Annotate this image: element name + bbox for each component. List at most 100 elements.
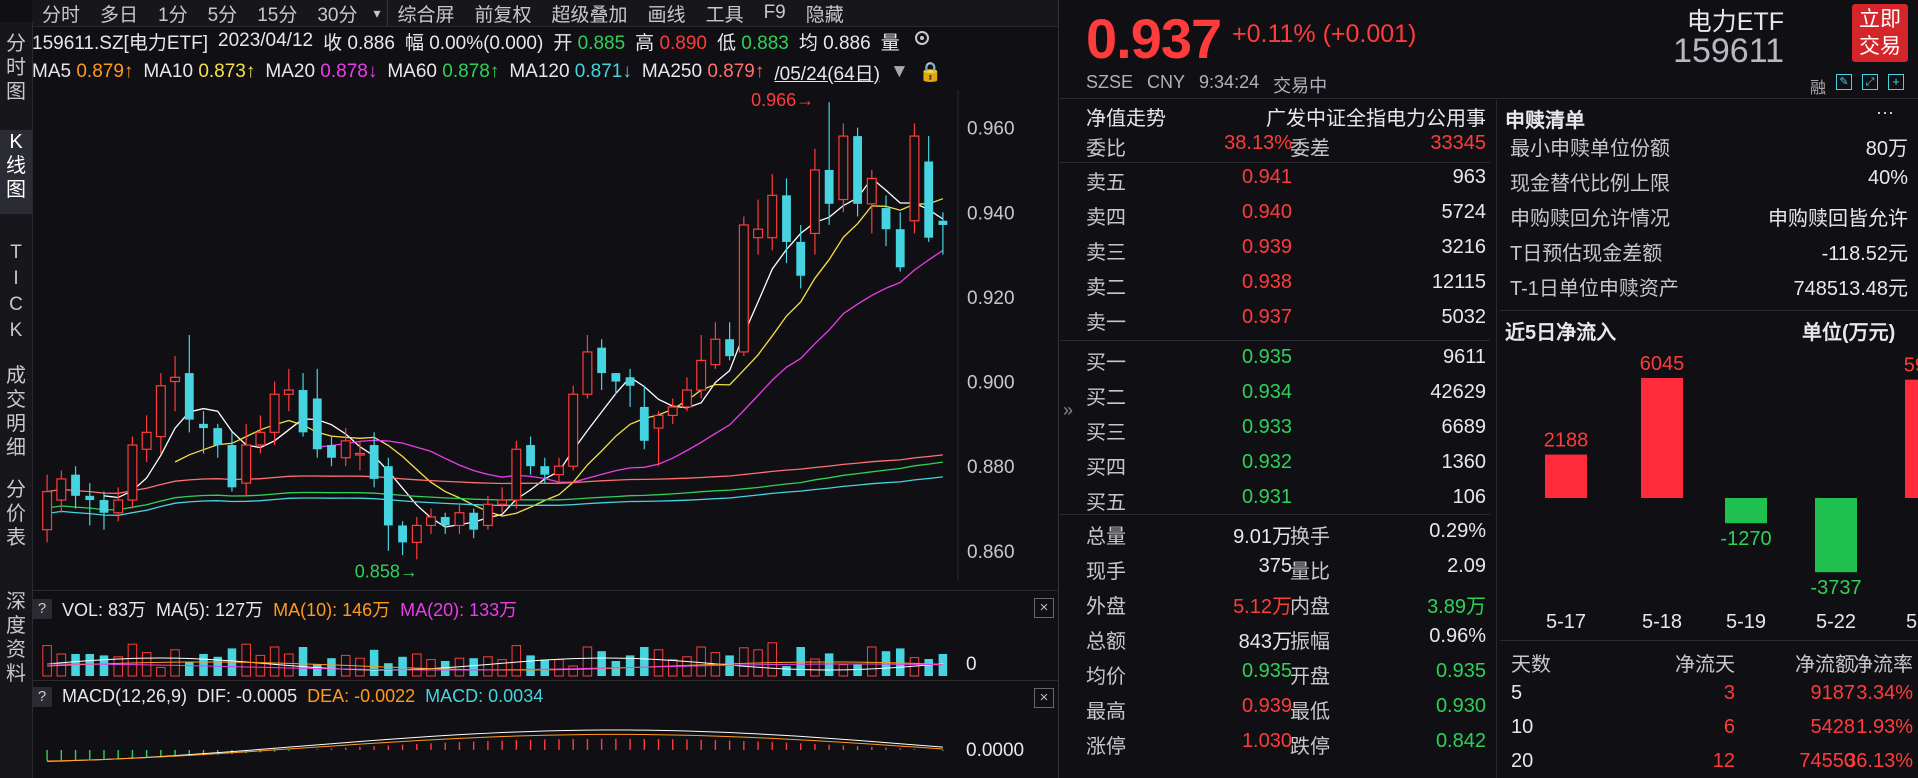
y-tick-label: 0.920 bbox=[967, 288, 1015, 309]
redeem-value: 申购赎回皆允许 bbox=[1768, 208, 1908, 230]
ma120-legend: MA120 0.871↓ bbox=[509, 61, 632, 82]
edit-icon[interactable]: ✎ bbox=[1836, 74, 1853, 90]
volume-bar bbox=[313, 664, 322, 676]
range-label[interactable]: /05/24(64日) bbox=[774, 63, 880, 85]
nav-tab[interactable]: 分价表 bbox=[0, 478, 32, 568]
volume-bar bbox=[141, 652, 152, 677]
stat-value: 0.96% bbox=[1429, 625, 1486, 647]
close-icon[interactable]: × bbox=[1034, 598, 1054, 618]
bid-row: 买四 0.932 1360 bbox=[1086, 451, 1486, 483]
vol-ma10: MA(10): 146万 bbox=[273, 600, 391, 620]
ma5-line bbox=[103, 177, 944, 528]
stat-row: 最高 0.939 最低 0.930 bbox=[1086, 695, 1486, 727]
trade-now-button[interactable]: 立即 交易 bbox=[1852, 4, 1908, 62]
toolbar-item[interactable]: 多日 bbox=[100, 4, 139, 26]
redeem-label: 现金替代比例上限 bbox=[1510, 173, 1670, 195]
candle bbox=[924, 136, 934, 242]
toolbar-item[interactable]: 前复权 bbox=[474, 4, 532, 26]
weibi-value: 38.13% bbox=[1224, 132, 1292, 154]
volume-bar bbox=[398, 656, 407, 676]
candle bbox=[611, 373, 621, 395]
gear-icon[interactable] bbox=[912, 28, 932, 54]
candle bbox=[639, 385, 649, 450]
volume-bar bbox=[127, 643, 138, 677]
bid-label: 买一 bbox=[1086, 352, 1126, 374]
nav-trend-label[interactable]: 净值走势 bbox=[1086, 108, 1166, 130]
nav-tab-char: 明 bbox=[6, 413, 26, 435]
toolbar-item[interactable]: ▾ bbox=[373, 4, 381, 21]
toolbar-item[interactable]: 5分 bbox=[207, 4, 238, 26]
ma-legend: MA5 0.879↑ MA10 0.873↑ MA20 0.878↓ MA60 … bbox=[32, 58, 1058, 86]
stat-row: 现手 375 量比 2.09 bbox=[1086, 555, 1486, 587]
netflow-bar bbox=[1545, 454, 1587, 498]
add-icon[interactable]: + bbox=[1888, 74, 1905, 90]
nav-tab-char: C bbox=[9, 294, 23, 315]
netflow-bar bbox=[1725, 498, 1767, 524]
more-icon[interactable]: ··· bbox=[1876, 102, 1894, 122]
margin-icon[interactable]: 融 bbox=[1810, 80, 1827, 97]
volume-bar bbox=[625, 655, 635, 676]
volume-bar bbox=[810, 658, 820, 677]
flow-table-header: 净流天 bbox=[1675, 654, 1735, 676]
flow-table-header: 天数 bbox=[1511, 654, 1551, 676]
toolbar-item[interactable]: 分时 bbox=[42, 4, 81, 26]
volume-bar bbox=[696, 646, 706, 677]
netflow-date: 5-19 bbox=[1726, 611, 1766, 633]
nav-tab-char: K bbox=[9, 320, 23, 341]
toolbar-item[interactable]: 1分 bbox=[158, 4, 188, 26]
y-tick-label: 0.940 bbox=[967, 203, 1015, 224]
candle bbox=[99, 491, 109, 530]
volume-bar bbox=[597, 651, 606, 676]
bar-date: 2023/04/12 bbox=[218, 30, 314, 51]
stat-value: 5.12万 bbox=[1233, 596, 1292, 618]
stat-label: 最高 bbox=[1086, 701, 1126, 723]
candle bbox=[213, 423, 223, 458]
volume-bar bbox=[199, 654, 208, 676]
candle bbox=[113, 487, 124, 522]
nav-tab[interactable]: 深度资料 bbox=[0, 590, 32, 710]
nav-tab[interactable]: 分时图 bbox=[0, 32, 32, 110]
stat-value: 0.29% bbox=[1429, 520, 1486, 542]
ask-price: 0.937 bbox=[1241, 306, 1292, 328]
quote-subline: SZSE CNY 9:34:24 交易中 bbox=[1086, 72, 1327, 98]
volume-bar bbox=[739, 647, 749, 677]
redeem-row: 现金替代比例上限 40% bbox=[1510, 167, 1908, 199]
toolbar-item[interactable]: F9 bbox=[763, 2, 786, 23]
candle bbox=[895, 212, 905, 272]
volume-bar bbox=[85, 654, 95, 676]
toolbar-item[interactable]: 画线 bbox=[647, 4, 686, 26]
redeem-label: 最小申赎单位份额 bbox=[1510, 138, 1670, 160]
toolbar-item[interactable]: 工具 bbox=[705, 4, 744, 26]
help-icon[interactable]: ? bbox=[32, 686, 52, 707]
dropdown-triangle-icon[interactable]: ▼ bbox=[890, 61, 909, 82]
candle bbox=[511, 440, 522, 509]
help-icon[interactable]: ? bbox=[32, 599, 52, 619]
collapse-icon[interactable]: » bbox=[1063, 400, 1074, 420]
volume-bar bbox=[185, 661, 194, 676]
y-tick-label: 0.960 bbox=[967, 119, 1015, 140]
toolbar-item[interactable]: 30分 bbox=[317, 4, 358, 26]
flow-table-cell: 12 bbox=[1712, 750, 1735, 772]
weibi-row: 委比 38.13% 委差 33345 bbox=[1086, 132, 1486, 162]
toolbar-item[interactable]: 隐藏 bbox=[805, 4, 844, 26]
toolbar-item[interactable]: 超级叠加 bbox=[551, 4, 628, 26]
candle bbox=[696, 335, 707, 399]
divider bbox=[1060, 162, 1490, 163]
netflow-unit: 单位(万元) bbox=[1802, 322, 1896, 344]
nav-tab-char: 资 bbox=[6, 639, 26, 661]
toolbar-item[interactable]: 综合屏 bbox=[386, 0, 465, 27]
y-tick-label: 0.880 bbox=[967, 457, 1015, 478]
bid-volume: 1360 bbox=[1441, 451, 1487, 473]
bid-price: 0.933 bbox=[1241, 416, 1292, 438]
toolbar-item[interactable]: 15分 bbox=[257, 4, 298, 26]
flow-table-cell: 5 bbox=[1511, 682, 1523, 704]
candle bbox=[866, 169, 877, 234]
kline-chart[interactable]: 0.960 0.940 0.920 0.900 0.880 0.860 0.966→ 0.85… bbox=[32, 90, 1058, 590]
redeem-label: T日预估现金差额 bbox=[1510, 243, 1663, 265]
nav-tab[interactable]: 成交明细 bbox=[0, 364, 32, 460]
resize-icon[interactable]: ⤢ bbox=[1862, 74, 1879, 90]
close-icon[interactable]: × bbox=[1034, 688, 1054, 708]
candle bbox=[909, 123, 920, 234]
